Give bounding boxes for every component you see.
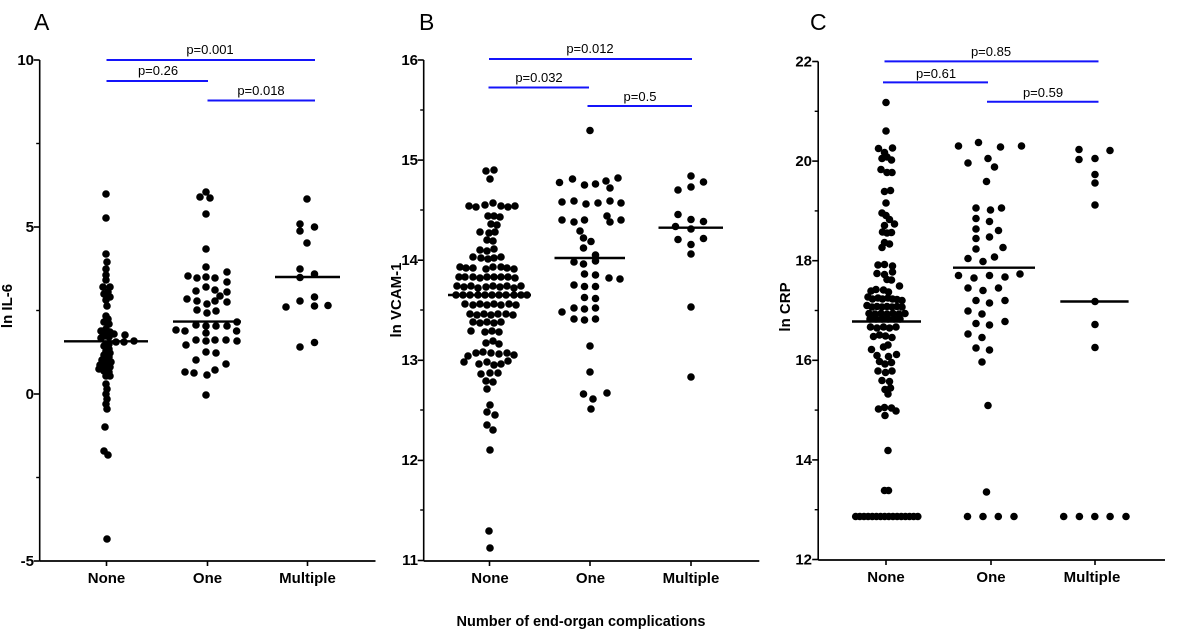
svg-text:None: None <box>471 570 509 587</box>
svg-text:p=0.032: p=0.032 <box>515 70 562 85</box>
svg-text:ln CRP: ln CRP <box>777 282 794 331</box>
svg-text:10: 10 <box>17 52 34 69</box>
svg-text:15: 15 <box>401 152 418 169</box>
svg-text:p=0.61: p=0.61 <box>916 66 956 81</box>
svg-text:22: 22 <box>795 54 812 71</box>
svg-text:p=0.26: p=0.26 <box>138 63 178 78</box>
svg-text:20: 20 <box>795 153 812 170</box>
svg-text:B: B <box>419 9 434 35</box>
svg-text:18: 18 <box>795 253 812 270</box>
svg-text:None: None <box>88 570 126 587</box>
svg-text:11: 11 <box>402 552 418 569</box>
svg-text:None: None <box>867 569 905 586</box>
svg-text:Number of end-organ complicati: Number of end-organ complications <box>457 614 706 630</box>
svg-text:13: 13 <box>401 352 418 369</box>
svg-text:p=0.018: p=0.018 <box>237 83 284 98</box>
svg-text:p=0.59: p=0.59 <box>1023 85 1063 100</box>
svg-text:One: One <box>193 570 222 587</box>
svg-text:12: 12 <box>401 452 418 469</box>
svg-text:One: One <box>576 570 605 587</box>
svg-text:Multiple: Multiple <box>663 570 720 587</box>
svg-text:Multiple: Multiple <box>1064 569 1121 586</box>
svg-text:16: 16 <box>401 52 418 69</box>
svg-text:5: 5 <box>26 219 34 236</box>
svg-text:ln IL-6: ln IL-6 <box>0 284 16 328</box>
svg-text:p=0.012: p=0.012 <box>566 41 613 56</box>
svg-text:16: 16 <box>795 352 812 369</box>
svg-text:One: One <box>976 569 1005 586</box>
svg-text:12: 12 <box>795 552 812 569</box>
svg-text:A: A <box>34 9 50 35</box>
svg-text:p=0.85: p=0.85 <box>971 44 1011 59</box>
svg-text:-5: -5 <box>21 553 34 570</box>
svg-text:Multiple: Multiple <box>279 570 336 587</box>
svg-text:ln VCAM-1: ln VCAM-1 <box>388 263 405 338</box>
svg-text:p=0.001: p=0.001 <box>186 42 233 57</box>
svg-text:C: C <box>810 9 827 35</box>
svg-text:0: 0 <box>26 386 34 403</box>
svg-text:14: 14 <box>401 252 418 269</box>
svg-text:p=0.5: p=0.5 <box>624 89 657 104</box>
svg-text:14: 14 <box>795 452 812 469</box>
